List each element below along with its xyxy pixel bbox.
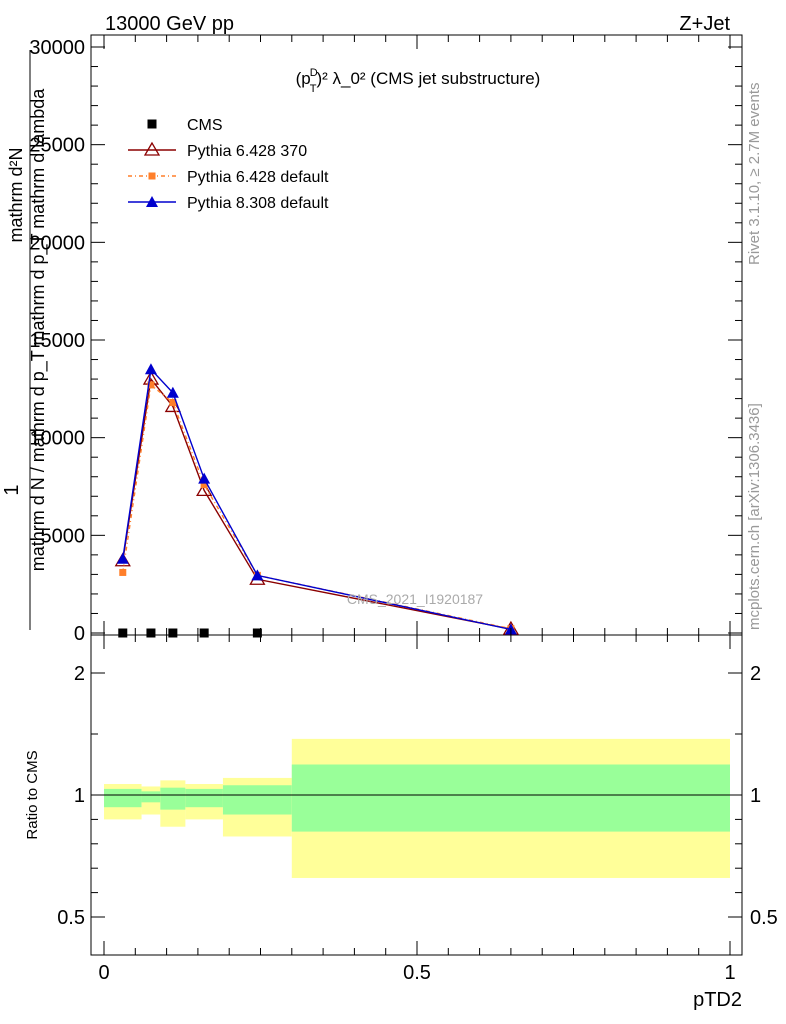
main-y-axis-label: 1 mathrm d²N mathrm d N / mathrm d p_T m… — [1, 50, 49, 630]
y-label-top: mathrm d²N — [6, 147, 26, 242]
main-series — [114, 363, 520, 638]
series-cms — [118, 628, 262, 638]
legend-entry: CMS — [147, 117, 223, 134]
legend-marker — [148, 172, 156, 180]
data-point — [199, 628, 209, 638]
main-y-tick-label: 30000 — [29, 37, 85, 59]
x-tick-label: 0 — [98, 962, 109, 984]
rivet-label: Rivet 3.1.10, ≥ 2.7M events — [746, 83, 763, 266]
plot-title-sub: T — [310, 83, 317, 95]
legend-entry: Pythia 6.428 370 — [128, 141, 307, 160]
series-pythia-8-308-default — [116, 363, 517, 635]
ratio-y-tick-label: 2 — [74, 663, 85, 685]
ratio-band-green — [141, 791, 161, 803]
data-point — [116, 552, 129, 564]
main-y-tick-label: 5000 — [41, 525, 86, 547]
legend-marker — [143, 141, 161, 156]
ratio-y-tick-label-right: 1 — [750, 785, 761, 807]
header-left: 13000 GeV pp — [105, 13, 234, 35]
legend-label: CMS — [187, 117, 223, 134]
data-point — [144, 363, 157, 375]
legend-marker — [147, 119, 157, 129]
legend-label: Pythia 6.428 default — [187, 169, 329, 186]
data-point — [252, 628, 262, 638]
legend-marker — [146, 196, 158, 207]
ratio-y-tick-label-right: 2 — [750, 663, 761, 685]
analysis-watermark: CMS_2021_I1920187 — [347, 591, 483, 607]
data-point — [147, 381, 155, 389]
x-tick-label: 1 — [724, 962, 735, 984]
ratio-y-axis-label: Ratio to CMS — [24, 750, 41, 839]
x-axis-label: pTD2 — [693, 989, 742, 1011]
data-point — [251, 569, 264, 581]
ratio-band-green — [104, 788, 142, 808]
ratio-y-tick-label: 1 — [74, 785, 85, 807]
main-y-tick-label: 10000 — [29, 428, 85, 450]
ratio-band-green — [160, 787, 186, 810]
data-point — [198, 472, 211, 484]
x-ticks: 0 0.5 1 — [98, 35, 736, 984]
ratio-bands — [104, 738, 730, 878]
y-label-bottom: mathrm d N / mathrm d p_T mathrm d p_T m… — [28, 88, 49, 571]
data-point — [146, 628, 156, 638]
legend-entry: Pythia 6.428 default — [128, 169, 329, 186]
data-point — [166, 386, 179, 398]
legend-label: Pythia 6.428 370 — [187, 143, 307, 160]
main-y-tick-label: 15000 — [29, 330, 85, 352]
ratio-band-green — [185, 788, 223, 808]
main-y-ticks: 0 5000 10000 15000 20000 25000 30000 — [29, 37, 742, 645]
data-point — [169, 399, 177, 407]
legend: CMS Pythia 6.428 370 Pythia 6.428 default P… — [128, 117, 329, 212]
x-tick-label: 0.5 — [403, 962, 431, 984]
series-line — [122, 367, 512, 631]
ratio-y-tick-label-right: 0.5 — [750, 907, 778, 929]
data-point — [119, 568, 127, 576]
plot-title-suffix: )² λ_0² (CMS jet substructure) — [316, 69, 540, 88]
plot-title-prefix: (p — [296, 69, 311, 88]
data-point — [118, 628, 128, 638]
mcplots-label: mcplots.cern.ch [arXiv:1306.3436] — [746, 403, 763, 630]
series-line — [122, 377, 512, 630]
data-point — [168, 628, 178, 638]
ratio-y-tick-label: 0.5 — [57, 907, 85, 929]
header-right: Z+Jet — [679, 13, 730, 35]
ratio-band-green — [222, 785, 292, 815]
main-y-tick-label: 25000 — [29, 135, 85, 157]
main-y-tick-label: 0 — [74, 623, 85, 645]
plot-title-sup: D — [310, 67, 318, 79]
y-label-one: 1 — [1, 484, 23, 495]
data-point — [200, 481, 208, 489]
main-y-tick-label: 20000 — [29, 232, 85, 254]
plot-title: (pD T)² λ_0² (CMS jet substructure) — [296, 67, 541, 95]
ratio-y-ticks: 0.5 0.5 1 1 2 2 — [57, 663, 778, 929]
legend-label: Pythia 8.308 default — [187, 195, 329, 212]
legend-entry: Pythia 8.308 default — [128, 195, 329, 212]
ratio-band-green — [291, 764, 730, 832]
